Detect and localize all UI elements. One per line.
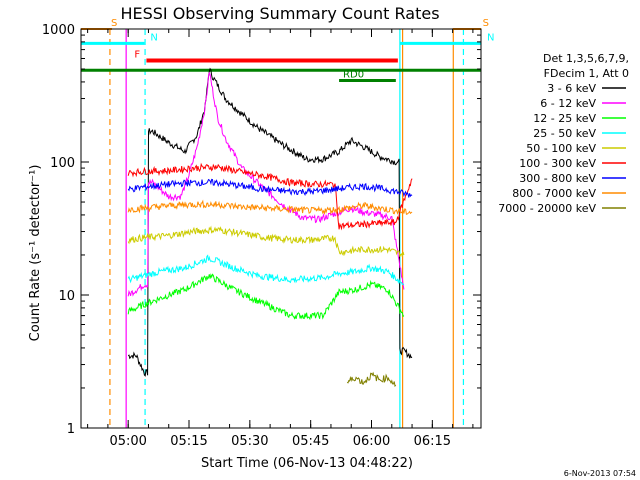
- flag-label-1: S: [483, 18, 489, 29]
- legend-label-5: 100 - 300 keV: [519, 157, 596, 170]
- series-line-2: [127, 273, 405, 321]
- y-tick-label-1: 10: [58, 289, 75, 304]
- x-tick-label-4: 06:00: [353, 434, 390, 449]
- flag-label-3: N: [487, 32, 494, 43]
- series-line-4: [127, 225, 405, 257]
- y-tick-label-3: 1000: [42, 23, 75, 38]
- legend-label-2: 12 - 25 keV: [533, 112, 596, 125]
- legend-label-8: 7000 - 20000 keV: [498, 202, 596, 215]
- legend-header-line-1: Det 1,3,5,6,7,9,: [543, 52, 629, 65]
- x-tick-label-1: 05:15: [170, 434, 207, 449]
- x-axis-label: Start Time (06-Nov-13 04:48:22): [201, 456, 413, 471]
- series-line-0: [127, 67, 413, 377]
- legend: 3 - 6 keV 6 - 12 keV 12 - 25 keV 25 - 50 ke…: [498, 82, 626, 215]
- legend-label-4: 50 - 100 keV: [526, 142, 596, 155]
- x-tick-label-5: 06:15: [414, 434, 451, 449]
- y-tick-label-0: 1: [67, 422, 75, 437]
- legend-header-line-2: FDecim 1, Att 0: [544, 67, 629, 80]
- series-line-3: [127, 254, 405, 286]
- legend-label-3: 25 - 50 keV: [533, 127, 596, 140]
- chart-title: HESSI Observing Summary Count Rates: [120, 4, 439, 23]
- y-axis-label: Count Rate (s⁻¹ detector⁻¹): [28, 165, 43, 342]
- series-line-5: [127, 162, 413, 231]
- flag-label-4: F: [134, 49, 140, 60]
- y-tick-label-2: 100: [50, 156, 75, 171]
- series-line-6: [127, 178, 413, 198]
- series-line-7: [127, 199, 413, 216]
- x-tick-label-2: 05:30: [231, 434, 268, 449]
- flag-label-6: RD0: [343, 69, 364, 80]
- plot-frame: [80, 28, 482, 429]
- legend-label-0: 3 - 6 keV: [547, 82, 596, 95]
- legend-label-1: 6 - 12 keV: [540, 97, 596, 110]
- flag-label-0: S: [111, 18, 117, 29]
- footer-date: 6-Nov-2013 07:54: [564, 469, 636, 478]
- x-tick-label-0: 05:00: [109, 434, 146, 449]
- flag-label-2: N: [150, 32, 157, 43]
- legend-label-7: 800 - 7000 keV: [512, 187, 596, 200]
- x-tick-label-3: 05:45: [292, 434, 329, 449]
- legend-label-6: 300 - 800 keV: [519, 172, 596, 185]
- series-line-8: [346, 371, 397, 388]
